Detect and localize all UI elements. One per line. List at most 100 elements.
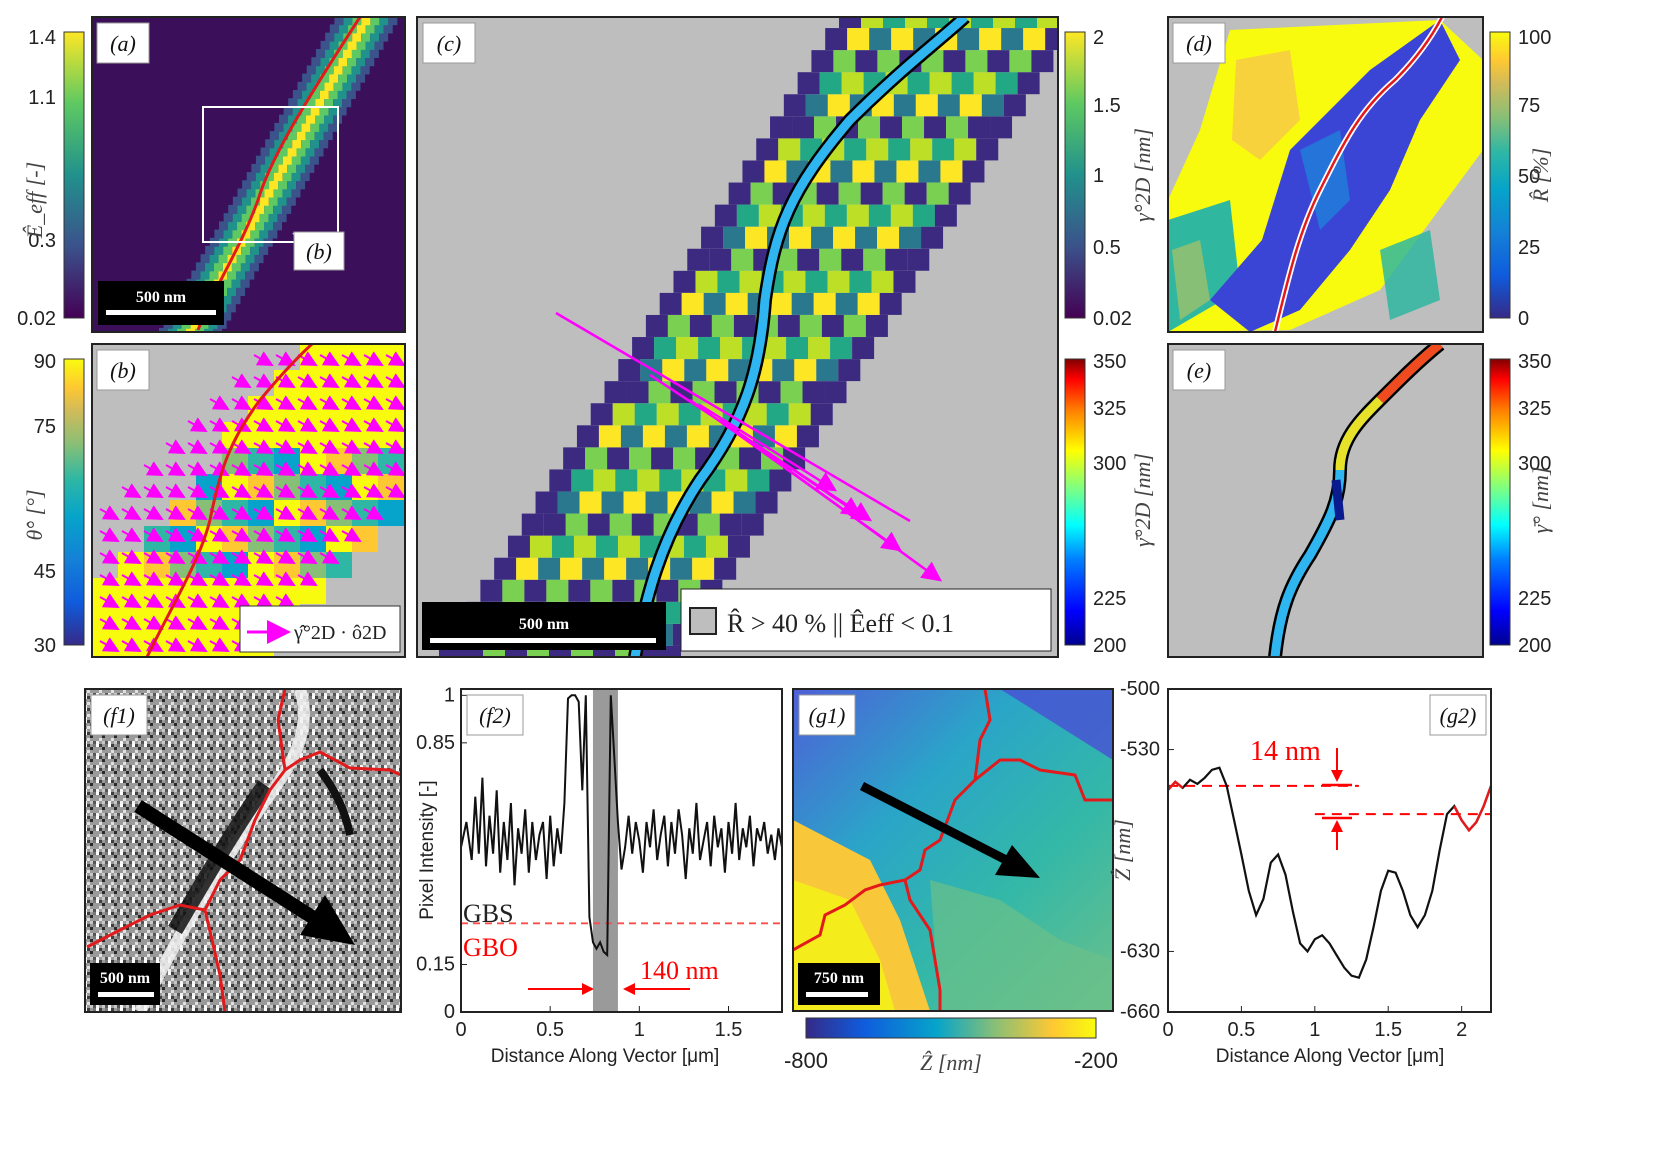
panel-c-pixel bbox=[609, 513, 632, 536]
panel-a-pixel bbox=[348, 8, 357, 17]
panel-a-pixel bbox=[306, 81, 316, 91]
panel-b-arrow bbox=[341, 373, 362, 388]
panel-c-pixel bbox=[623, 491, 646, 514]
panel-b-arrow bbox=[297, 395, 318, 410]
panel-c-pixel bbox=[686, 425, 709, 448]
panel-c-pixel bbox=[838, 359, 861, 382]
panel-c-pixel bbox=[538, 557, 561, 580]
panel-a-pixel bbox=[352, 32, 362, 42]
panel-g1-colorbar-label: Ẑ [nm] bbox=[920, 1050, 982, 1075]
panel-f1-scalebar-label: 500 nm bbox=[100, 970, 151, 987]
panel-b-arrow bbox=[319, 351, 340, 366]
panel-a-pixel bbox=[269, 131, 279, 141]
panel-c-pixel bbox=[620, 425, 643, 448]
panel-a-pixel bbox=[297, 114, 306, 124]
panel-a-scalebar-label: 500 nm bbox=[136, 289, 187, 306]
panel-c-pixel bbox=[549, 646, 571, 657]
panel-b-arrow bbox=[121, 637, 142, 652]
panel-b-arrow bbox=[165, 549, 186, 564]
panel-c-pixel bbox=[877, 226, 900, 249]
panel-c-cb1-tick: 0.5 bbox=[1093, 237, 1121, 259]
panel-b-arrow bbox=[297, 373, 318, 388]
panel-g2-ytick-label: -500 bbox=[1120, 678, 1160, 700]
panel-c-pixel bbox=[725, 469, 748, 492]
panel-a-pixel bbox=[241, 245, 251, 255]
panel-a-pixel bbox=[338, 73, 348, 83]
panel-b-arrow bbox=[363, 505, 384, 520]
panel-c-pixel bbox=[934, 204, 957, 227]
panel-f2-xtick-label: 1 bbox=[634, 1019, 645, 1041]
panel-c-pixel bbox=[1059, 6, 1081, 28]
panel-b-arrow bbox=[253, 527, 274, 542]
panel-a-pixel bbox=[306, 98, 316, 108]
panel-c-pixel bbox=[865, 314, 888, 337]
panel-a-pixel bbox=[287, 163, 297, 173]
panel-c-pixel bbox=[683, 535, 706, 558]
panel-a-pixel bbox=[251, 180, 261, 190]
panel-a-pixel bbox=[338, 57, 348, 67]
panel-a-pixel bbox=[278, 180, 288, 190]
panel-c-pixel bbox=[802, 204, 825, 227]
panel-a-pixel bbox=[365, 40, 375, 50]
panel-g1-scalebar-box bbox=[798, 963, 880, 1005]
panel-b-arrow bbox=[143, 593, 164, 608]
panel-a-pixel bbox=[342, 65, 352, 75]
panel-c-scalebar-label: 500 nm bbox=[519, 616, 570, 633]
panel-c-pixel bbox=[719, 513, 742, 536]
panel-c-pixel bbox=[912, 204, 935, 227]
panel-a-pixel bbox=[240, 278, 250, 288]
panel-c-cb2-tick: 300 bbox=[1093, 453, 1126, 475]
panel-a-pixel bbox=[255, 204, 265, 214]
panel-a-pixel bbox=[356, 40, 366, 50]
panel-a-pixel bbox=[329, 24, 339, 34]
panel-e-cb-tick: 300 bbox=[1518, 453, 1551, 475]
panel-a-pixel bbox=[315, 65, 325, 75]
panel-b-arrow bbox=[385, 417, 405, 432]
panel-b-pixel bbox=[378, 370, 404, 396]
panel-g2-red-segment bbox=[1453, 785, 1493, 833]
panel-g2-plot-area bbox=[1168, 689, 1491, 1012]
panel-c-pixel bbox=[728, 359, 751, 382]
panel-c-pixel bbox=[943, 50, 966, 73]
panel-f2-ytick-label: 0.15 bbox=[416, 954, 455, 976]
panel-c-pixel bbox=[791, 292, 814, 315]
panel-a-pixel bbox=[346, 90, 356, 100]
panel-b-arrow bbox=[187, 615, 208, 630]
panel-a-pixel bbox=[278, 163, 288, 173]
panel-a-pixel bbox=[333, 65, 343, 75]
panel-c-pixel bbox=[835, 292, 858, 315]
panel-a-pixel bbox=[249, 262, 259, 272]
panel-f2-width-annotation: 140 nm bbox=[640, 956, 719, 985]
panel-b-arrow bbox=[143, 461, 164, 476]
panel-c-pixel bbox=[929, 72, 952, 95]
panel-c-pixel bbox=[780, 381, 803, 404]
panel-c-pixel bbox=[659, 292, 682, 315]
panel-g1: 750 nm (g1) -800 -200 Ẑ [nm] bbox=[784, 688, 1118, 1075]
panel-c-pixel bbox=[778, 138, 801, 161]
panel-c-pixel bbox=[863, 248, 886, 271]
panel-c-cb1-tick: 2 bbox=[1093, 27, 1104, 49]
panel-a-pixel bbox=[296, 147, 306, 157]
panel-b-arrow bbox=[297, 549, 318, 564]
panel-a-pixel bbox=[384, 8, 393, 17]
panel-f2-xtick-label: 0.5 bbox=[536, 1019, 564, 1041]
panel-b-arrow bbox=[275, 593, 296, 608]
panel-c-pixel bbox=[656, 403, 679, 426]
panel-c-pixel bbox=[843, 314, 866, 337]
panel-c-pixel bbox=[714, 557, 737, 580]
panel-b-arrow bbox=[143, 527, 164, 542]
panel-b-arrow bbox=[253, 571, 274, 586]
panel-a-pixel bbox=[237, 188, 247, 198]
panel-c-pixel bbox=[764, 337, 787, 360]
panel-a-scalebar-box bbox=[98, 281, 224, 325]
panel-a-pixel bbox=[320, 73, 330, 83]
panel-b-pixel bbox=[196, 630, 222, 656]
panel-c-pixel bbox=[799, 314, 822, 337]
panel-a-pixel bbox=[186, 328, 195, 332]
panel-d-cb-tick: 25 bbox=[1518, 237, 1540, 259]
panel-a-pixel bbox=[268, 196, 278, 206]
panel-a-pixel bbox=[246, 204, 256, 214]
panel-a-pixel bbox=[191, 270, 201, 280]
panel-c-pixel bbox=[711, 314, 734, 337]
